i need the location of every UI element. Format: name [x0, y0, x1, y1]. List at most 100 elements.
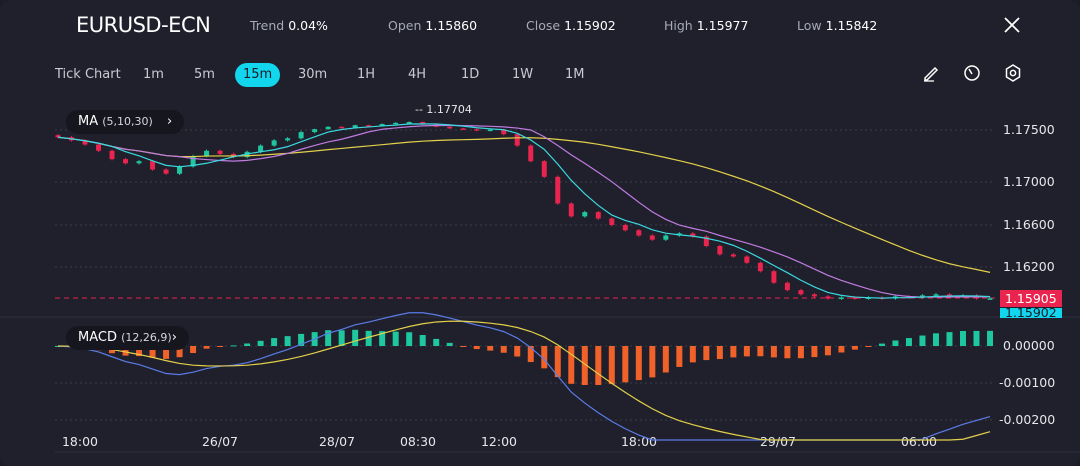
pencil-icon[interactable]: [921, 63, 941, 83]
ma-indicator-button[interactable]: MA (5,10,30) ›: [66, 110, 185, 134]
candle-down: [609, 218, 615, 225]
macd-histogram-bar: [527, 346, 534, 363]
candle-down: [690, 233, 696, 237]
macd-histogram-bar: [919, 335, 926, 346]
price-axis-label: 1.16600: [1003, 217, 1055, 232]
candle-down: [555, 176, 561, 204]
macd-indicator-button[interactable]: MACD (12,26,9)›: [66, 326, 189, 350]
candle-up: [838, 297, 844, 299]
macd-histogram-bar: [662, 346, 669, 373]
candle-up: [190, 156, 196, 167]
candle-down: [798, 290, 804, 295]
macd-histogram-bar: [784, 346, 791, 359]
timeframe-1m[interactable]: 1M: [565, 67, 585, 82]
macd-histogram-bar: [392, 331, 399, 346]
candle-down: [825, 296, 831, 299]
macd-histogram-bar: [757, 346, 764, 357]
timeframe-1w[interactable]: 1W: [512, 67, 534, 82]
candle-down: [514, 134, 520, 146]
macd-histogram-bar: [703, 346, 710, 361]
macd-axis-label: -0.00100: [999, 375, 1055, 390]
macd-histogram-bar: [622, 346, 629, 383]
macd-histogram-bar: [878, 343, 885, 346]
timeframe-1d[interactable]: 1D: [461, 67, 480, 82]
macd-histogram-bar: [217, 346, 224, 347]
signal-line: [57, 320, 991, 441]
stat-close: Close 1.15902: [526, 18, 616, 33]
timeframe-15m[interactable]: 15m: [235, 63, 281, 87]
candle-down: [420, 122, 426, 125]
candle-down: [649, 235, 655, 240]
macd-histogram-bar: [136, 346, 143, 357]
time-axis-label: 18:00: [621, 434, 657, 449]
time-axis-label: 12:00: [481, 434, 517, 449]
macd-histogram-bar: [595, 346, 602, 385]
timeframe-4h[interactable]: 4H: [408, 67, 427, 82]
macd-histogram-bar: [473, 346, 480, 350]
macd-histogram-bar: [635, 346, 642, 381]
close-icon[interactable]: [1001, 14, 1023, 36]
time-axis-label: 08:30: [400, 434, 436, 449]
candle-up: [312, 129, 318, 133]
macd-histogram-bar: [987, 330, 993, 346]
candle-down: [366, 125, 372, 127]
candle-down: [82, 140, 88, 145]
stat-high: High 1.15977: [664, 18, 749, 33]
macd-histogram-bar: [892, 340, 899, 346]
macd-histogram-bar: [190, 346, 197, 354]
candle-up: [933, 294, 939, 296]
macd-histogram-bar: [163, 346, 170, 359]
candle-down: [150, 161, 156, 170]
candle-up: [582, 212, 588, 217]
macd-histogram-bar: [743, 346, 750, 357]
timeframe-tick-chart[interactable]: Tick Chart: [55, 67, 121, 82]
macd-axis-label: -0.00200: [999, 412, 1055, 427]
candle-down: [96, 144, 102, 151]
candle-up: [136, 161, 142, 164]
candle-down: [460, 128, 466, 130]
candle-down: [109, 150, 115, 160]
price-axis-label: 1.17000: [1003, 174, 1055, 189]
macd-histogram-bar: [554, 346, 561, 378]
timeframe-1m[interactable]: 1m: [143, 67, 164, 82]
candle-down: [501, 129, 507, 135]
candle-down: [717, 246, 723, 255]
stat-open: Open 1.15860: [388, 18, 478, 33]
macd-axis-label: 0.00000: [1003, 338, 1055, 353]
candle-down: [528, 145, 534, 162]
settings-gear-icon[interactable]: [1003, 63, 1023, 83]
timer-icon[interactable]: [962, 63, 982, 83]
macd-histogram-bar: [946, 332, 953, 346]
macd-histogram-bar: [460, 346, 467, 347]
macd-histogram-bar: [365, 330, 372, 346]
candle-up: [406, 122, 412, 124]
macd-histogram-bar: [352, 329, 359, 346]
candle-down: [163, 169, 169, 174]
candle-down: [595, 212, 601, 219]
macd-histogram-bar: [149, 346, 156, 358]
ma30-line: [57, 136, 991, 273]
macd-histogram-bar: [338, 330, 345, 346]
macd-histogram-bar: [568, 346, 575, 384]
macd-histogram-bar: [689, 346, 696, 363]
candle-up: [298, 132, 304, 139]
candle-down: [703, 236, 709, 246]
macd-histogram-bar: [325, 330, 332, 346]
last-price-tag: 1.15905: [1000, 290, 1062, 307]
macd-histogram-bar: [230, 345, 237, 347]
macd-histogram-bar: [730, 346, 737, 358]
candle-down: [811, 294, 817, 297]
timeframe-1h[interactable]: 1H: [357, 67, 376, 82]
timeframe-30m[interactable]: 30m: [298, 67, 328, 82]
macd-histogram-bar: [838, 346, 845, 353]
candle-up: [204, 150, 210, 156]
macd-histogram-bar: [608, 346, 615, 385]
timeframe-5m[interactable]: 5m: [194, 67, 215, 82]
time-axis-label: 29/07: [760, 434, 796, 449]
candle-up: [393, 122, 399, 125]
candle-down: [744, 256, 750, 263]
macd-histogram-bar: [824, 346, 831, 356]
macd-histogram-bar: [379, 331, 386, 346]
